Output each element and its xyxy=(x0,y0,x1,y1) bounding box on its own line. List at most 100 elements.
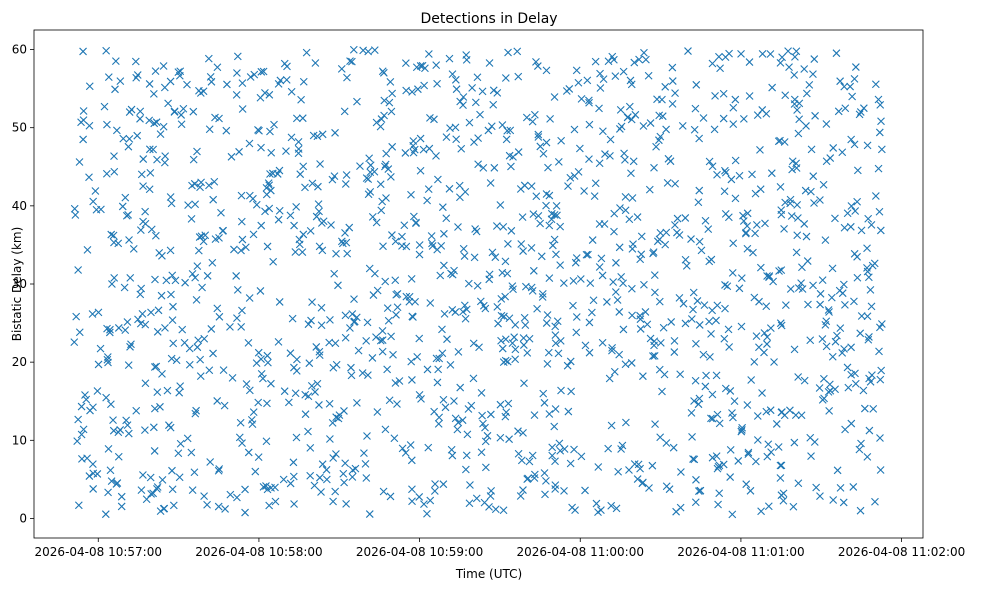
data-point xyxy=(214,466,223,475)
data-point xyxy=(408,485,416,494)
data-point xyxy=(378,347,387,356)
data-point xyxy=(844,383,853,392)
data-point xyxy=(875,128,884,137)
data-point xyxy=(604,57,613,66)
data-point xyxy=(104,488,112,497)
data-point xyxy=(871,80,880,89)
data-point xyxy=(111,85,119,94)
data-point xyxy=(301,390,310,399)
data-point xyxy=(765,272,774,280)
data-point xyxy=(387,332,395,341)
data-point xyxy=(752,221,761,229)
data-point xyxy=(413,85,422,94)
data-point xyxy=(840,345,848,353)
x-tick-label: 2026-04-08 10:57:00 xyxy=(35,545,162,559)
data-point xyxy=(822,342,831,351)
data-point xyxy=(77,402,86,411)
data-point xyxy=(112,480,121,488)
data-point xyxy=(673,214,682,223)
y-tick-label: 60 xyxy=(12,43,27,57)
data-point xyxy=(496,400,505,409)
data-point xyxy=(388,89,397,98)
data-point xyxy=(595,220,604,228)
data-point xyxy=(341,459,350,468)
data-point xyxy=(79,425,88,434)
data-point xyxy=(613,296,622,304)
data-point xyxy=(151,275,159,284)
data-point xyxy=(690,455,699,464)
data-point xyxy=(89,469,98,478)
data-point xyxy=(511,345,520,354)
data-point xyxy=(331,128,339,137)
data-point xyxy=(362,174,371,183)
data-point xyxy=(379,487,388,496)
data-point xyxy=(606,135,615,144)
data-point xyxy=(567,387,576,396)
data-point xyxy=(386,492,395,501)
data-point xyxy=(368,354,377,362)
data-point xyxy=(499,506,508,515)
data-point xyxy=(625,215,634,224)
data-point xyxy=(605,374,614,383)
data-point xyxy=(332,450,340,458)
data-point xyxy=(131,57,140,66)
data-point xyxy=(274,215,283,224)
data-point xyxy=(491,253,500,262)
data-point xyxy=(158,369,166,378)
data-point xyxy=(806,433,815,442)
data-point xyxy=(469,339,478,348)
data-point xyxy=(325,338,334,347)
data-point xyxy=(166,193,175,201)
data-point xyxy=(209,195,218,204)
data-point xyxy=(473,281,482,290)
data-point xyxy=(304,320,313,329)
data-point xyxy=(650,352,659,360)
data-point xyxy=(415,250,424,259)
data-point xyxy=(388,231,396,239)
data-point xyxy=(582,250,591,259)
data-point xyxy=(219,366,228,375)
data-point xyxy=(724,325,733,334)
data-point xyxy=(693,297,702,305)
data-point xyxy=(85,121,94,130)
data-point xyxy=(150,447,159,455)
data-point xyxy=(332,360,341,369)
data-point xyxy=(656,228,665,237)
data-point xyxy=(489,100,498,109)
x-axis-label: Time (UTC) xyxy=(455,567,522,581)
data-point xyxy=(241,508,249,517)
data-point xyxy=(720,187,729,196)
data-point xyxy=(853,273,862,282)
data-point xyxy=(200,334,209,343)
data-point xyxy=(571,506,579,515)
data-point xyxy=(865,333,873,341)
data-point xyxy=(227,152,236,161)
data-point xyxy=(840,223,849,232)
data-point xyxy=(405,292,414,301)
data-point xyxy=(855,445,864,454)
data-point xyxy=(530,470,539,479)
data-point xyxy=(451,75,460,84)
data-point xyxy=(712,316,720,325)
data-point xyxy=(381,425,390,434)
data-point xyxy=(469,374,478,383)
data-point xyxy=(585,155,593,164)
data-point xyxy=(476,110,484,119)
data-point xyxy=(592,499,601,508)
data-point xyxy=(409,148,418,157)
data-point xyxy=(691,104,700,113)
data-point xyxy=(360,449,368,458)
data-point xyxy=(89,460,97,469)
data-point xyxy=(728,268,737,277)
data-point xyxy=(187,448,196,457)
data-point xyxy=(838,289,847,298)
data-point xyxy=(514,148,523,156)
data-point xyxy=(788,165,797,174)
data-point xyxy=(153,483,162,491)
data-point xyxy=(728,510,737,519)
data-point xyxy=(588,236,597,244)
data-point xyxy=(731,95,740,104)
data-point xyxy=(829,144,838,152)
data-point xyxy=(742,228,750,237)
